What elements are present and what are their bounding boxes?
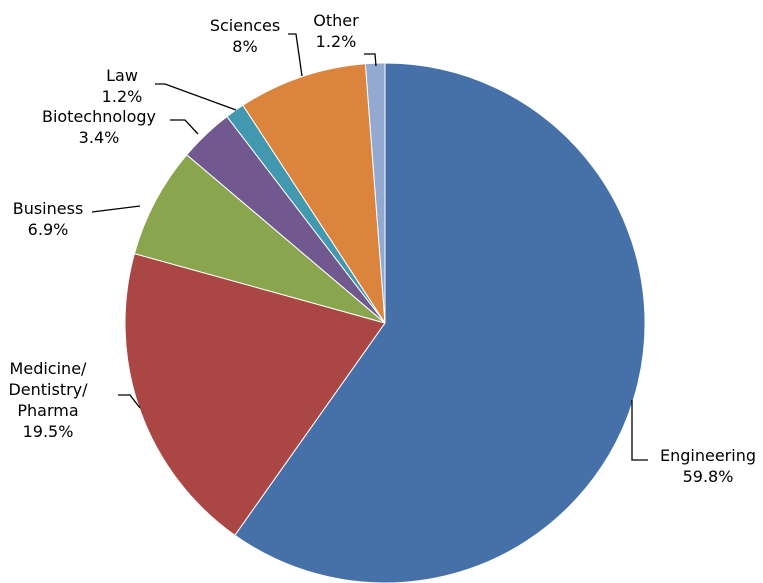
slice-label: Medicine/ Dentistry/ Pharma 19.5% [8, 358, 87, 442]
leader-line [631, 400, 648, 461]
category-label: Sciences [209, 16, 281, 35]
leader-line [364, 53, 377, 67]
leader-line [155, 83, 237, 111]
slices [124, 62, 646, 583]
value-label: 59.8% [682, 467, 734, 486]
pie-slice [242, 63, 386, 324]
value-label: 1.2% [315, 32, 357, 51]
slice-label: Sciences 8% [210, 15, 280, 57]
value-label: 3.4% [78, 128, 120, 147]
slice-label: Other 1.2% [313, 10, 358, 52]
category-label: Law [106, 66, 138, 85]
value-label: 1.2% [101, 87, 143, 106]
slice-label: Law 1.2% [102, 65, 143, 107]
leader-line [118, 394, 141, 409]
slice-label: Business 6.9% [13, 198, 84, 240]
value-label: 6.9% [27, 220, 69, 239]
pie-slice [124, 252, 386, 536]
category-label: Medicine/ Dentistry/ Pharma [8, 359, 88, 420]
leader-line [170, 119, 199, 135]
category-label: Business [12, 199, 84, 218]
value-label: 8% [232, 37, 258, 56]
category-label: Biotechnology [41, 107, 157, 126]
value-label: 19.5% [22, 422, 74, 441]
category-label: Engineering [660, 446, 756, 465]
pie-slice [133, 154, 386, 324]
slice-label: Biotechnology 3.4% [42, 106, 156, 148]
leader-line [91, 205, 141, 213]
slice-label: Engineering 59.8% [660, 445, 756, 487]
leader-line [288, 33, 303, 77]
category-label: Other [313, 11, 359, 30]
